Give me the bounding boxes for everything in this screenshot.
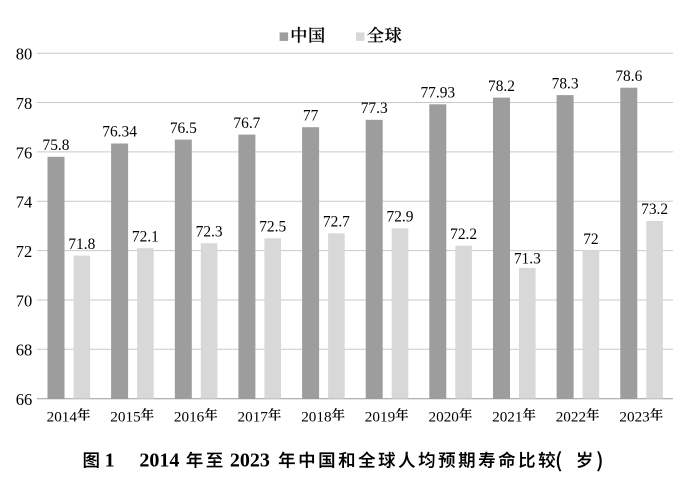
svg-text:72.1: 72.1 — [132, 228, 159, 245]
svg-text:2020: 2020 — [429, 408, 460, 425]
svg-text:68: 68 — [16, 341, 33, 360]
svg-text:73.2: 73.2 — [641, 201, 668, 218]
svg-text:2014: 2014 — [47, 408, 78, 425]
svg-text:72.5: 72.5 — [259, 219, 286, 236]
svg-text:72.7: 72.7 — [323, 214, 350, 231]
svg-text:1: 1 — [105, 450, 115, 472]
svg-text:74: 74 — [16, 193, 33, 212]
svg-text:2017: 2017 — [238, 408, 269, 425]
svg-text:2023: 2023 — [619, 408, 649, 425]
svg-text:78: 78 — [16, 94, 33, 113]
svg-text:77: 77 — [303, 107, 319, 124]
svg-text:71.8: 71.8 — [68, 236, 95, 253]
svg-text:76.7: 76.7 — [233, 115, 260, 132]
svg-text:78.2: 78.2 — [488, 78, 515, 95]
svg-text:2016: 2016 — [174, 408, 205, 425]
svg-text:77.3: 77.3 — [361, 100, 388, 117]
svg-text:72.3: 72.3 — [196, 223, 223, 240]
svg-text:76.5: 76.5 — [170, 120, 197, 137]
svg-text:2014: 2014 — [139, 450, 179, 472]
svg-text:76.34: 76.34 — [102, 124, 137, 141]
svg-text:76: 76 — [16, 143, 33, 162]
svg-text:80: 80 — [16, 45, 33, 64]
svg-text:72: 72 — [16, 242, 33, 261]
svg-text:2022: 2022 — [556, 408, 586, 425]
svg-text:2023: 2023 — [230, 450, 270, 472]
svg-text:78.6: 78.6 — [615, 68, 642, 85]
svg-text:2021: 2021 — [492, 408, 522, 425]
svg-text:72.2: 72.2 — [450, 226, 477, 243]
svg-text:75.8: 75.8 — [43, 137, 70, 154]
svg-text:2019: 2019 — [365, 408, 395, 425]
svg-text:71.3: 71.3 — [514, 250, 541, 267]
svg-text:2015: 2015 — [110, 408, 140, 425]
svg-text:78.3: 78.3 — [552, 75, 579, 92]
svg-text:72.9: 72.9 — [387, 209, 414, 226]
svg-text:2018: 2018 — [301, 408, 332, 425]
svg-text:66: 66 — [16, 390, 33, 409]
svg-text:70: 70 — [16, 291, 33, 310]
svg-text:77.93: 77.93 — [420, 85, 455, 102]
svg-text:72: 72 — [583, 231, 598, 248]
